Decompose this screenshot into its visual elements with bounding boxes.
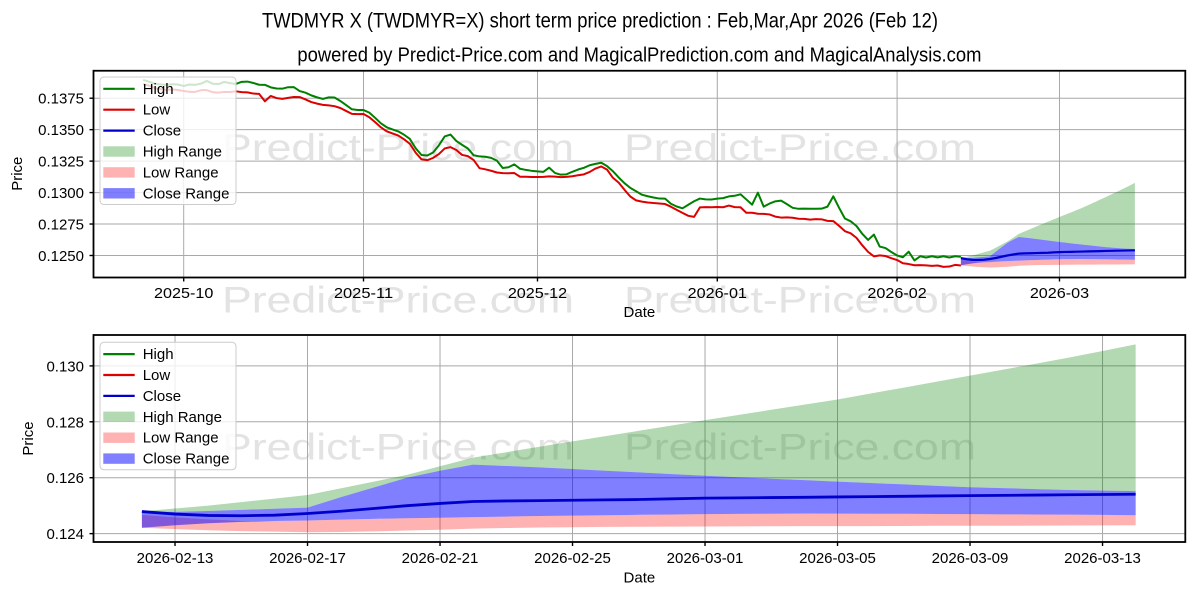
svg-text:0.130: 0.130	[46, 358, 84, 375]
svg-text:Predict-Price.com: Predict-Price.com	[624, 427, 976, 468]
svg-text:Predict-Price.com: Predict-Price.com	[222, 280, 574, 321]
svg-text:0.1300: 0.1300	[38, 185, 84, 202]
svg-text:Close: Close	[143, 123, 181, 140]
svg-text:2025-10: 2025-10	[154, 285, 213, 302]
svg-text:2026-02: 2026-02	[867, 285, 926, 302]
svg-text:Low Range: Low Range	[143, 164, 219, 181]
svg-text:Low Range: Low Range	[143, 430, 219, 447]
svg-text:2026-03-01: 2026-03-01	[667, 550, 744, 567]
svg-text:2025-11: 2025-11	[334, 285, 393, 302]
svg-text:2026-01: 2026-01	[688, 285, 747, 302]
svg-text:Predict-Price.com: Predict-Price.com	[624, 280, 976, 321]
svg-text:Close Range: Close Range	[143, 451, 230, 468]
svg-text:Price: Price	[9, 157, 26, 191]
svg-text:0.124: 0.124	[46, 526, 84, 543]
svg-text:Low: Low	[143, 102, 171, 119]
svg-text:Low: Low	[143, 367, 171, 384]
svg-text:High Range: High Range	[143, 409, 222, 426]
svg-text:2026-02-21: 2026-02-21	[402, 550, 479, 567]
svg-text:2026-03-05: 2026-03-05	[799, 550, 876, 567]
svg-text:High: High	[143, 346, 174, 363]
svg-text:Predict-Price.com: Predict-Price.com	[222, 427, 574, 468]
svg-text:powered by Predict-Price.com a: powered by Predict-Price.com and Magical…	[297, 45, 981, 67]
svg-text:Price: Price	[20, 421, 37, 455]
svg-text:Close Range: Close Range	[143, 185, 230, 202]
svg-text:Close: Close	[143, 388, 181, 405]
svg-text:0.126: 0.126	[46, 470, 84, 487]
svg-text:0.1275: 0.1275	[38, 217, 84, 234]
svg-text:2026-03-13: 2026-03-13	[1064, 550, 1141, 567]
svg-text:0.128: 0.128	[46, 414, 84, 431]
svg-text:2026-03: 2026-03	[1030, 285, 1089, 302]
svg-text:Predict-Price.com: Predict-Price.com	[624, 127, 976, 168]
svg-text:2025-12: 2025-12	[508, 285, 567, 302]
svg-text:0.1250: 0.1250	[38, 248, 84, 265]
svg-text:Date: Date	[624, 304, 656, 321]
svg-text:2026-02-13: 2026-02-13	[137, 550, 214, 567]
svg-text:0.1325: 0.1325	[38, 154, 84, 171]
svg-text:2026-02-17: 2026-02-17	[269, 550, 346, 567]
svg-text:0.1350: 0.1350	[38, 122, 84, 139]
svg-text:High: High	[143, 81, 174, 98]
svg-text:TWDMYR X (TWDMYR=X) short term: TWDMYR X (TWDMYR=X) short term price pre…	[262, 10, 938, 33]
svg-text:2026-02-25: 2026-02-25	[534, 550, 611, 567]
svg-text:Date: Date	[624, 570, 656, 587]
svg-text:High Range: High Range	[143, 144, 222, 161]
svg-text:Predict-Price.com: Predict-Price.com	[222, 127, 574, 168]
svg-text:0.1375: 0.1375	[38, 91, 84, 108]
svg-text:2026-03-09: 2026-03-09	[932, 550, 1009, 567]
